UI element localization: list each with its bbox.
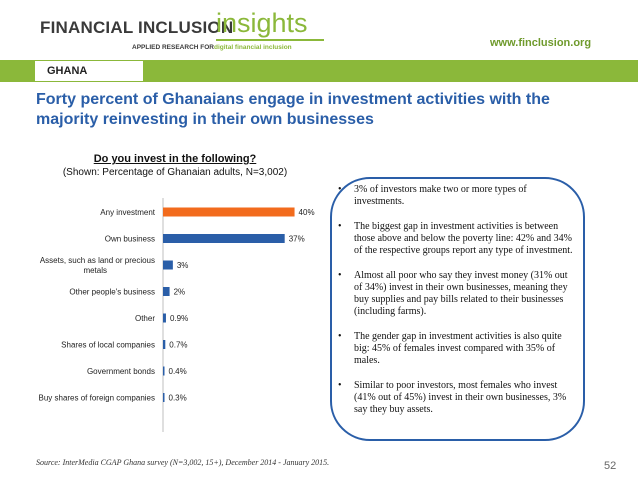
source-note: Source: InterMedia CGAP Ghana survey (N=… <box>36 458 330 467</box>
logo-main-text: FINANCIAL INCLUSION <box>40 18 234 37</box>
logo-tagline-b: digital financial inclusion <box>213 44 292 51</box>
data-label: 0.3% <box>169 394 187 403</box>
data-label: 40% <box>299 208 315 217</box>
bullet-dot: • <box>338 184 342 195</box>
bullet-dot: • <box>338 221 342 232</box>
bar <box>163 207 295 217</box>
category-label: Buy shares of foreign companies <box>38 394 155 403</box>
bar <box>163 393 165 402</box>
finding-text: The biggest gap in investment activities… <box>354 221 573 256</box>
bullet-dot: • <box>338 270 342 281</box>
header: FINANCIAL INCLUSION insights APPLIED RES… <box>0 0 638 56</box>
finding-text: Similar to poor investors, most females … <box>354 380 567 415</box>
logo-insights-text: insights <box>216 8 308 38</box>
finding-text: The gender gap in investment activities … <box>354 331 562 366</box>
data-label: 0.7% <box>169 341 187 350</box>
chart-title: Do you invest in the following? <box>93 153 257 165</box>
bar <box>163 234 285 243</box>
bar <box>163 287 170 296</box>
data-label: 0.4% <box>169 367 187 376</box>
investment-bar-chart: 40% Any investment 37% Own business 3% Assets… <box>38 198 315 432</box>
key-findings-list: • 3% of investors make two or more types … <box>338 184 578 429</box>
category-label: Own business <box>105 235 155 244</box>
category-label: Any investment <box>100 208 155 217</box>
finding-bullet: • Almost all poor who say they invest mon… <box>338 270 578 318</box>
category-label: Government bonds <box>87 367 155 376</box>
chart-subtitle: (Shown: Percentage of Ghanaian adults, N… <box>62 167 288 178</box>
category-label: Other people's business <box>69 288 155 297</box>
data-label: 2% <box>174 288 186 297</box>
country-tab: GHANA <box>34 60 144 82</box>
logo-tagline-a: APPLIED RESEARCH FOR <box>132 44 214 51</box>
page-number: 52 <box>604 460 617 472</box>
bullet-dot: • <box>338 331 342 342</box>
bar <box>163 366 165 376</box>
bullet-dot: • <box>338 380 342 391</box>
slide-title: Forty percent of Ghanaians engage in inv… <box>36 91 550 128</box>
bar <box>163 340 166 349</box>
category-label: Shares of local companies <box>61 341 155 350</box>
category-label: Assets, such as land or precious metals <box>40 256 155 275</box>
finding-bullet: • Similar to poor investors, most females… <box>338 380 578 416</box>
logo-underline <box>216 39 324 41</box>
finding-text: Almost all poor who say they invest mone… <box>354 270 568 317</box>
category-label: Other <box>135 314 155 323</box>
data-label: 3% <box>177 261 189 270</box>
bar <box>163 260 173 270</box>
site-url-link[interactable]: www.finclusion.org <box>490 37 592 49</box>
bar <box>163 313 166 323</box>
section-strip <box>0 60 638 82</box>
finding-bullet: • 3% of investors make two or more types … <box>338 184 578 208</box>
finding-text: 3% of investors make two or more types o… <box>354 184 527 207</box>
logo-tagline: APPLIED RESEARCH FORdigital financial in… <box>132 44 292 51</box>
finding-bullet: • The gender gap in investment activities… <box>338 331 578 367</box>
data-label: 0.9% <box>170 314 188 323</box>
country-label: GHANA <box>47 65 88 77</box>
finding-bullet: • The biggest gap in investment activitie… <box>338 221 578 257</box>
data-label: 37% <box>289 235 305 244</box>
callout-box <box>330 177 585 441</box>
